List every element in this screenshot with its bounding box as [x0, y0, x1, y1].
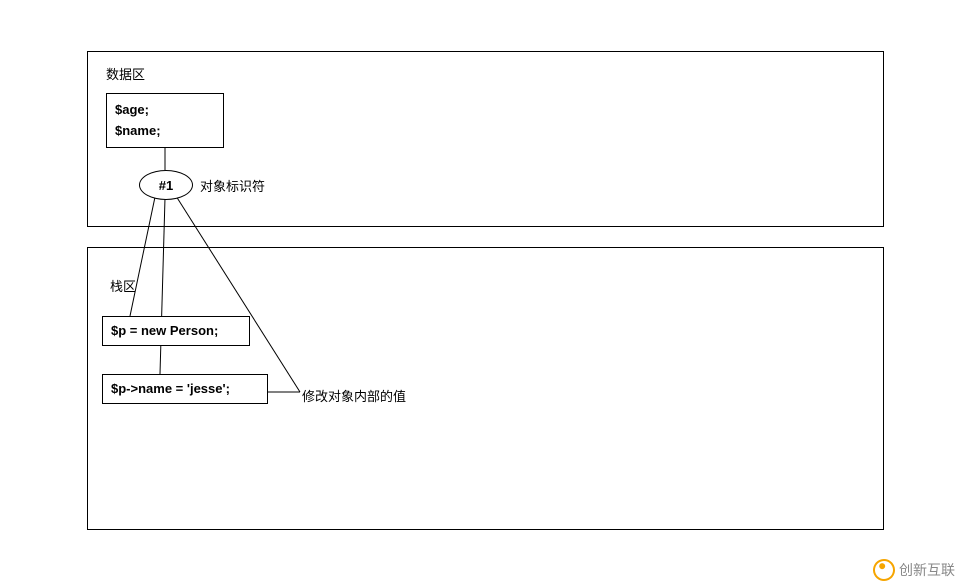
- new-person-box: $p = new Person;: [102, 316, 250, 346]
- watermark-logo-icon: [870, 556, 898, 584]
- assign-name-text: $p->name = 'jesse';: [111, 379, 230, 400]
- data-area-title: 数据区: [106, 64, 145, 83]
- new-person-text: $p = new Person;: [111, 321, 218, 342]
- data-box-line2: $name;: [115, 121, 215, 142]
- data-box: $age; $name;: [106, 93, 224, 148]
- data-box-line1: $age;: [115, 100, 215, 121]
- modify-value-label: 修改对象内部的值: [302, 386, 406, 405]
- stack-area-title: 栈区: [110, 276, 136, 295]
- watermark-text: 创新互联: [899, 560, 955, 580]
- identifier-label: 对象标识符: [200, 176, 265, 195]
- assign-name-box: $p->name = 'jesse';: [102, 374, 268, 404]
- identifier-text: #1: [159, 178, 173, 193]
- identifier-ellipse: #1: [139, 170, 193, 200]
- watermark: 创新互联: [873, 559, 955, 581]
